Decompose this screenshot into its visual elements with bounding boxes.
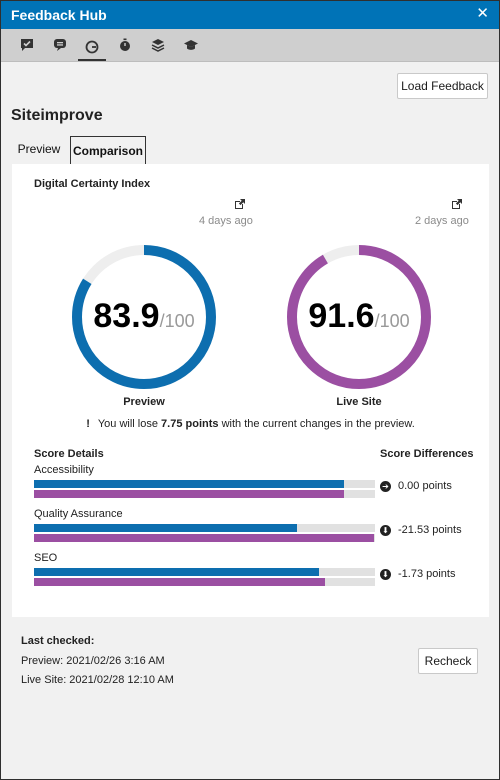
preview-gauge bbox=[72, 245, 216, 389]
warning-suffix: with the current changes in the preview. bbox=[218, 418, 415, 430]
preview-score-max: /100 bbox=[159, 311, 195, 331]
gauge-icon[interactable] bbox=[78, 34, 106, 61]
preview-score-bar bbox=[34, 524, 375, 532]
score-details-title: Score Details bbox=[34, 448, 104, 460]
score-difference-value: -1.73 points bbox=[398, 568, 456, 580]
preview-score-bar bbox=[34, 480, 375, 488]
live-last-checked: Live Site: 2021/02/28 12:10 AM bbox=[21, 674, 174, 686]
score-row-label: Quality Assurance bbox=[34, 508, 123, 520]
preview-score-bar-fill bbox=[34, 568, 320, 576]
live-score-display: 91.6/100 bbox=[286, 297, 432, 336]
dci-title: Digital Certainty Index bbox=[34, 178, 151, 190]
live-score-bar-fill bbox=[34, 578, 325, 586]
preview-gauge-label: Preview bbox=[123, 396, 165, 408]
score-difference: ➔ 0.00 points bbox=[380, 480, 452, 492]
live-score-bar-fill bbox=[34, 534, 374, 542]
toolbar bbox=[1, 29, 499, 62]
title-bar: Feedback Hub ✕ bbox=[1, 1, 499, 29]
warning-icon: ! bbox=[86, 418, 90, 430]
score-row-label: Accessibility bbox=[34, 464, 94, 476]
score-difference-value: -21.53 points bbox=[398, 524, 462, 536]
recheck-button[interactable]: Recheck bbox=[418, 648, 478, 674]
live-age: 2 days ago bbox=[415, 215, 469, 227]
preview-score-display: 83.9/100 bbox=[71, 297, 217, 336]
score-differences-title: Score Differences bbox=[380, 448, 474, 460]
tab-comparison[interactable]: Comparison bbox=[70, 136, 146, 164]
live-score-max: /100 bbox=[374, 311, 410, 331]
score-difference: ⬇ -1.73 points bbox=[380, 568, 455, 580]
load-feedback-button[interactable]: Load Feedback bbox=[397, 73, 488, 99]
comparison-panel: Digital Certainty Index 4 days ago 83.9/… bbox=[12, 164, 489, 617]
arrow-down-icon: ⬇ bbox=[380, 568, 391, 580]
preview-score-bar-fill bbox=[34, 480, 344, 488]
stopwatch-icon[interactable] bbox=[111, 34, 139, 56]
preview-last-checked: Preview: 2021/02/26 3:16 AM bbox=[21, 655, 165, 667]
warning-points: 7.75 points bbox=[161, 418, 219, 430]
open-external-icon[interactable] bbox=[451, 197, 463, 215]
warning-prefix: You will lose bbox=[97, 418, 162, 430]
preview-score-bar bbox=[34, 568, 375, 576]
live-score-bar bbox=[34, 578, 375, 586]
preview-age: 4 days ago bbox=[199, 215, 253, 227]
score-warning: ! You will lose 7.75 points with the curr… bbox=[12, 418, 489, 430]
tab-preview[interactable]: Preview bbox=[17, 142, 61, 156]
page-title: Siteimprove bbox=[11, 107, 103, 124]
chat-check-icon[interactable] bbox=[13, 34, 41, 56]
live-gauge-label: Live Site bbox=[336, 396, 382, 408]
score-row-label: SEO bbox=[34, 552, 58, 564]
live-score-bar bbox=[34, 534, 375, 542]
arrow-right-icon: ➔ bbox=[380, 480, 391, 492]
live-score: 91.6 bbox=[308, 297, 375, 335]
preview-score-bar-fill bbox=[34, 524, 297, 532]
arrow-down-icon: ⬇ bbox=[380, 524, 391, 536]
speech-bubble-icon[interactable] bbox=[46, 34, 74, 56]
score-difference-value: 0.00 points bbox=[398, 480, 452, 492]
window-title: Feedback Hub bbox=[11, 7, 107, 23]
layers-icon[interactable] bbox=[144, 34, 172, 56]
last-checked-label: Last checked: bbox=[21, 635, 95, 647]
score-difference: ⬇ -21.53 points bbox=[380, 524, 462, 536]
graduation-cap-icon[interactable] bbox=[177, 34, 205, 56]
live-score-bar bbox=[34, 490, 375, 498]
preview-score: 83.9 bbox=[93, 297, 160, 335]
close-icon[interactable]: ✕ bbox=[476, 5, 489, 22]
live-gauge bbox=[287, 245, 431, 389]
open-external-icon[interactable] bbox=[234, 197, 246, 215]
live-score-bar-fill bbox=[34, 490, 344, 498]
